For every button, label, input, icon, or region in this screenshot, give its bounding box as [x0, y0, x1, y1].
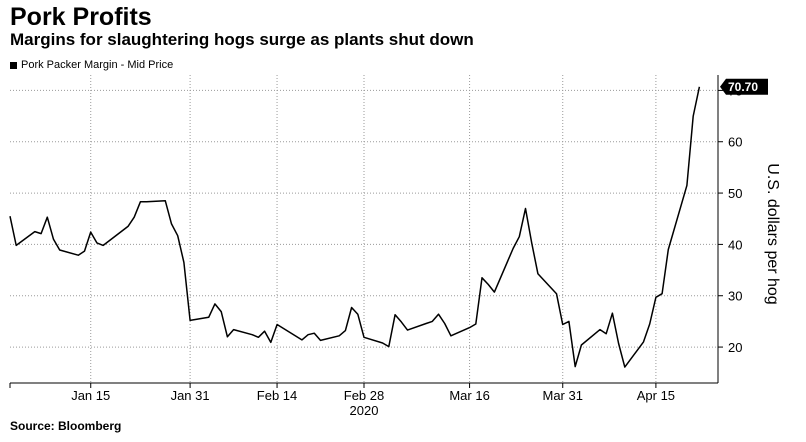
y-tick-label: 60 [728, 135, 742, 150]
series [9, 86, 701, 368]
y-tick-label: 30 [728, 289, 742, 304]
chart-subtitle: Margins for slaughtering hogs surge as p… [10, 30, 474, 49]
x-tick-label: Feb 14 [257, 388, 297, 403]
series-line [9, 86, 701, 368]
y-tick-label: 40 [728, 237, 742, 252]
x-year-label: 2020 [350, 403, 379, 418]
last-value-tag [720, 78, 768, 95]
labels: 70.70 [720, 78, 768, 95]
x-tick-label: Jan 15 [71, 388, 110, 403]
x-tick-label: Mar 16 [449, 388, 489, 403]
y-axis-title: U.S. dollars per hog [764, 163, 781, 304]
x-tick-label: Mar 31 [543, 388, 583, 403]
y-tick-label: 20 [728, 340, 742, 355]
last-value-label: 70.70 [728, 80, 758, 94]
x-tick-label: Apr 15 [637, 388, 675, 403]
y-tick-label: 50 [728, 186, 742, 201]
chart-title: Pork Profits [10, 3, 152, 31]
x-tick-label: Feb 28 [344, 388, 384, 403]
x-tick-label: Jan 31 [171, 388, 210, 403]
legend-label: Pork Packer Margin - Mid Price [21, 59, 174, 71]
legend: Pork Packer Margin - Mid Price [10, 58, 173, 72]
grid [10, 75, 718, 383]
legend-swatch [10, 61, 17, 69]
source-note: Source: Bloomberg [10, 419, 122, 433]
